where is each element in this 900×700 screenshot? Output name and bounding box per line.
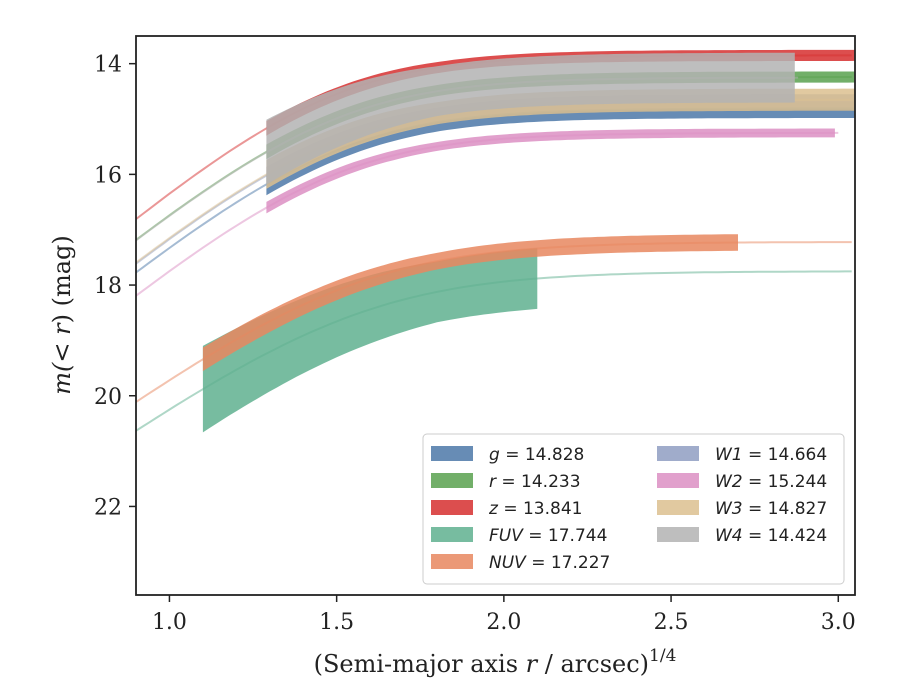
legend-box [422,433,845,585]
series-w4 [136,52,799,242]
y-tick-label: 20 [94,385,122,410]
legend-swatch [431,527,473,542]
legend-label: W1 = 14.664 [715,445,827,465]
series-w4-band [266,52,795,185]
axis-ticks: 1.0 1.5 2.0 2.5 3.0 14 16 18 20 22 [94,53,856,635]
x-tick-label: 1.0 [152,610,187,635]
y-tick-label: 16 [94,163,122,188]
y-tick-label: 14 [94,53,122,78]
legend-item-w4: W4 = 14.424 [657,526,827,546]
series-w2-band [266,128,835,214]
plot-area [136,49,855,433]
series-w2 [136,128,839,297]
legend: g = 14.828 r = 14.233 z = 13.841 FUV = 17.7… [422,433,845,585]
legend-label: g = 14.828 [489,445,584,465]
x-axis-label: (Semi-major axis r / arcsec)1/4 [314,646,677,678]
x-tick-label: 2.5 [654,610,689,635]
plot-frame [135,35,856,596]
legend-item-z: z = 13.841 [431,499,582,519]
y-tick-label: 22 [94,495,122,520]
legend-item-fuv: FUV = 17.744 [431,526,607,546]
legend-item-w2: W2 = 15.244 [657,472,827,492]
legend-swatch [657,446,699,461]
series-nuv-band [202,234,738,372]
series-fuv [136,248,852,433]
legend-swatch [657,500,699,515]
legend-swatch [657,527,699,542]
series-fuv-band [202,248,538,433]
legend-label: FUV = 17.744 [489,526,607,546]
legend-item-w1: W1 = 14.664 [657,445,827,465]
legend-swatch [431,554,473,569]
legend-label: W3 = 14.827 [715,499,827,519]
legend-label: NUV = 17.227 [489,553,610,573]
x-tick-label: 3.0 [821,610,856,635]
legend-swatch [431,500,473,515]
y-tick-label: 18 [94,274,122,299]
legend-swatch [657,473,699,488]
legend-label: W2 = 15.244 [715,472,827,492]
series-nuv [136,234,852,403]
legend-label: W4 = 14.424 [715,526,827,546]
legend-item-r: r = 14.233 [431,472,581,492]
series-w1-curve [136,99,852,265]
legend-label: r = 14.233 [489,472,581,492]
legend-item-nuv: NUV = 17.227 [431,553,610,573]
legend-item-g: g = 14.828 [431,445,584,465]
legend-item-w3: W3 = 14.827 [657,499,827,519]
y-axis-label: m(< r) (mag) [48,235,76,395]
x-tick-label: 2.0 [486,610,521,635]
legend-swatch [431,446,473,461]
legend-label: z = 13.841 [488,499,582,519]
x-tick-label: 1.5 [319,610,354,635]
legend-swatch [431,473,473,488]
